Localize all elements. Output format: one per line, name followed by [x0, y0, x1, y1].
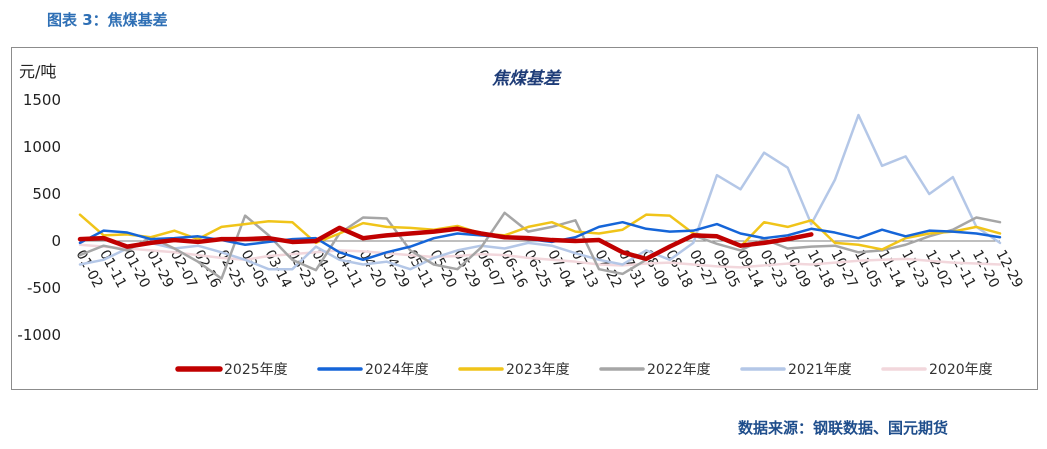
data-source: 数据来源：钢联数据、国元期货	[737, 419, 948, 437]
legend-label: 2021年度	[788, 362, 852, 378]
figure-label: 图表 3：焦煤基差	[47, 11, 168, 29]
legend-label: 2025年度	[224, 362, 288, 378]
series-lines	[77, 113, 1002, 280]
legend-label: 2022年度	[647, 362, 711, 378]
legend-label: 2024年度	[365, 362, 429, 378]
series-line-2025年度	[77, 225, 814, 262]
chart-title: 焦煤基差	[492, 69, 562, 89]
y-tick-label: 1500	[23, 91, 61, 109]
y-axis: 1500 1000 500 0 -500 -1000	[17, 91, 61, 344]
series-line-2022年度	[78, 211, 1002, 280]
y-tick-label: 1000	[23, 138, 61, 156]
legend-label: 2023年度	[506, 362, 570, 378]
y-tick-label: 500	[32, 185, 61, 203]
y-axis-label: 元/吨	[19, 62, 56, 81]
series-line-2021年度	[78, 113, 1002, 271]
y-tick-label: 0	[51, 232, 61, 250]
legend-label: 2020年度	[929, 362, 993, 378]
series-line-2020年度	[78, 243, 1002, 269]
legend: 2025年度 2024年度 2023年度 2022年度 2021年度 2020年度	[175, 362, 993, 378]
chart-frame	[11, 47, 1038, 390]
y-tick-label: -500	[27, 279, 61, 297]
series-line-2023年度	[78, 213, 1002, 251]
y-tick-label: -1000	[17, 326, 61, 344]
